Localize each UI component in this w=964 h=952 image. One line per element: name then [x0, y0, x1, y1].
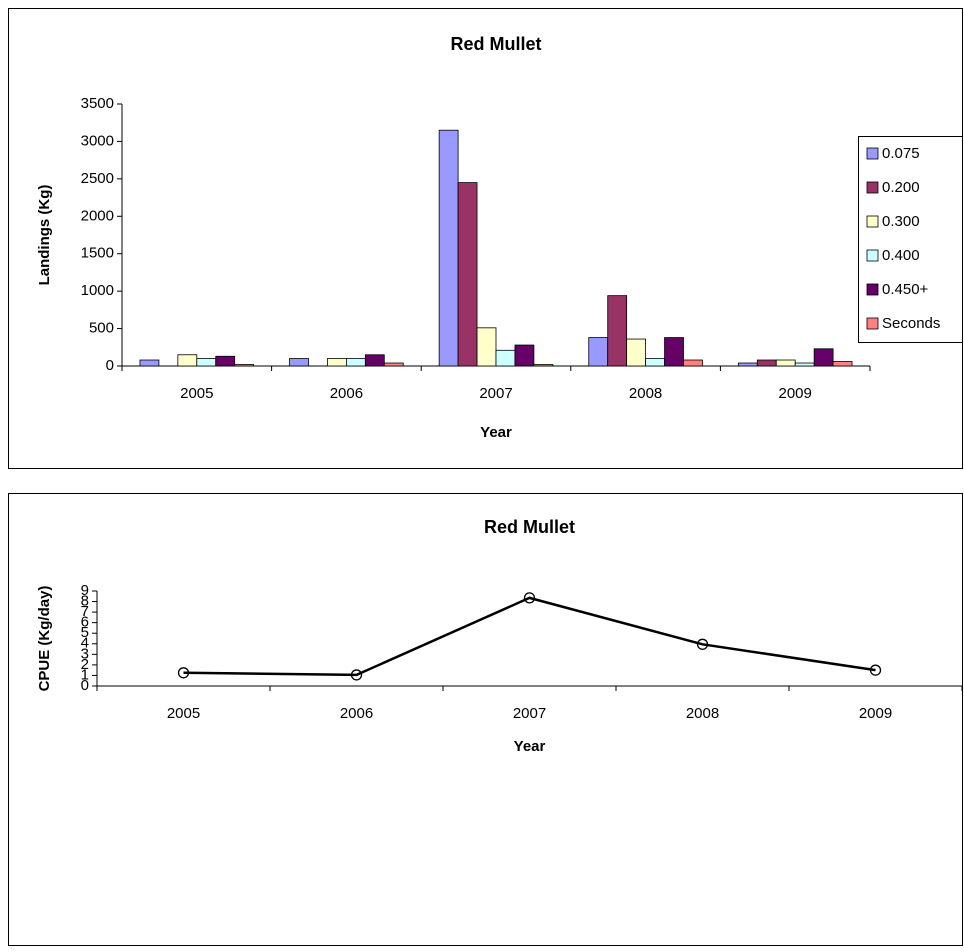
- y-tick-label: 0: [81, 677, 89, 694]
- bar: [683, 359, 703, 367]
- y-tick-label: 1000: [81, 282, 114, 299]
- bar: [476, 327, 497, 367]
- chart-title: Red Mullet: [484, 517, 575, 537]
- x-tick-label: 2005: [180, 385, 213, 402]
- legend-label: 0.450+: [882, 281, 929, 298]
- marker: [869, 664, 882, 676]
- bar: [383, 362, 404, 367]
- x-tick-label: 2007: [479, 385, 512, 402]
- bar: [664, 337, 684, 367]
- x-tick-label: 2009: [779, 385, 812, 402]
- bar: [457, 182, 478, 367]
- legend-label: 0.075: [882, 145, 920, 162]
- bar: [345, 358, 366, 367]
- y-tick-label: 3000: [81, 132, 114, 149]
- y-tick-label: 1500: [81, 245, 114, 262]
- y-tick-label: 6: [81, 614, 89, 631]
- y-tick-label: 500: [89, 320, 114, 337]
- x-tick-label: 2005: [167, 705, 200, 722]
- bar: [832, 361, 853, 367]
- x-axis-label: Year: [514, 738, 546, 755]
- bar: [607, 295, 628, 367]
- chart-frame: [8, 493, 963, 946]
- marker: [350, 669, 363, 681]
- legend-swatch: [866, 249, 879, 262]
- x-tick-label: 2009: [859, 705, 892, 722]
- y-axis-label: Landings (Kg): [36, 185, 53, 286]
- legend-label: 0.200: [882, 179, 920, 196]
- bar: [588, 337, 609, 367]
- y-tick-label: 3500: [81, 95, 114, 112]
- bar: [794, 362, 815, 367]
- bar: [514, 344, 535, 367]
- y-tick-label: 2000: [81, 207, 114, 224]
- bar: [364, 354, 385, 367]
- chart-frame: [8, 8, 963, 469]
- legend-label: 0.400: [882, 247, 920, 264]
- y-tick-label: 4: [81, 635, 89, 652]
- bar: [177, 354, 198, 367]
- bar: [139, 359, 160, 367]
- y-tick-label: 1: [81, 666, 89, 683]
- bar: [327, 358, 347, 367]
- bar: [495, 349, 516, 367]
- legend-box: [858, 136, 963, 343]
- bar: [438, 129, 459, 367]
- legend-swatch: [866, 317, 879, 330]
- marker: [696, 638, 709, 650]
- x-tick-label: 2008: [686, 705, 719, 722]
- y-tick-label: 9: [81, 582, 89, 599]
- bar: [775, 359, 796, 367]
- bar: [756, 359, 777, 367]
- y-tick-label: 2: [81, 656, 89, 673]
- bar: [215, 355, 236, 367]
- bar: [289, 358, 309, 367]
- y-tick-label: 3: [81, 645, 89, 662]
- chart-title: Red Mullet: [450, 34, 541, 54]
- x-tick-label: 2006: [330, 385, 363, 402]
- bar: [645, 358, 665, 367]
- legend-swatch: [866, 283, 879, 296]
- marker: [177, 667, 190, 679]
- y-tick-label: 0: [106, 357, 114, 374]
- y-tick-label: 8: [81, 593, 89, 610]
- x-tick-label: 2007: [513, 705, 546, 722]
- line: [183, 596, 876, 677]
- legend-swatch: [866, 147, 879, 160]
- y-tick-label: 7: [81, 603, 89, 620]
- bar: [196, 358, 217, 367]
- y-axis-label: CPUE (Kg/day): [36, 586, 53, 692]
- bar: [813, 348, 834, 367]
- bar: [234, 364, 255, 367]
- x-tick-label: 2006: [340, 705, 373, 722]
- legend-label: 0.300: [882, 213, 920, 230]
- marker: [523, 592, 536, 604]
- y-tick-label: 2500: [81, 170, 114, 187]
- bar: [626, 338, 647, 367]
- x-axis-label: Year: [480, 424, 512, 441]
- x-tick-label: 2008: [629, 385, 662, 402]
- legend-label: Seconds: [882, 315, 940, 332]
- legend-swatch: [866, 181, 879, 194]
- y-tick-label: 5: [81, 624, 89, 641]
- bar: [737, 362, 758, 367]
- legend-swatch: [866, 215, 879, 228]
- bar: [533, 364, 554, 367]
